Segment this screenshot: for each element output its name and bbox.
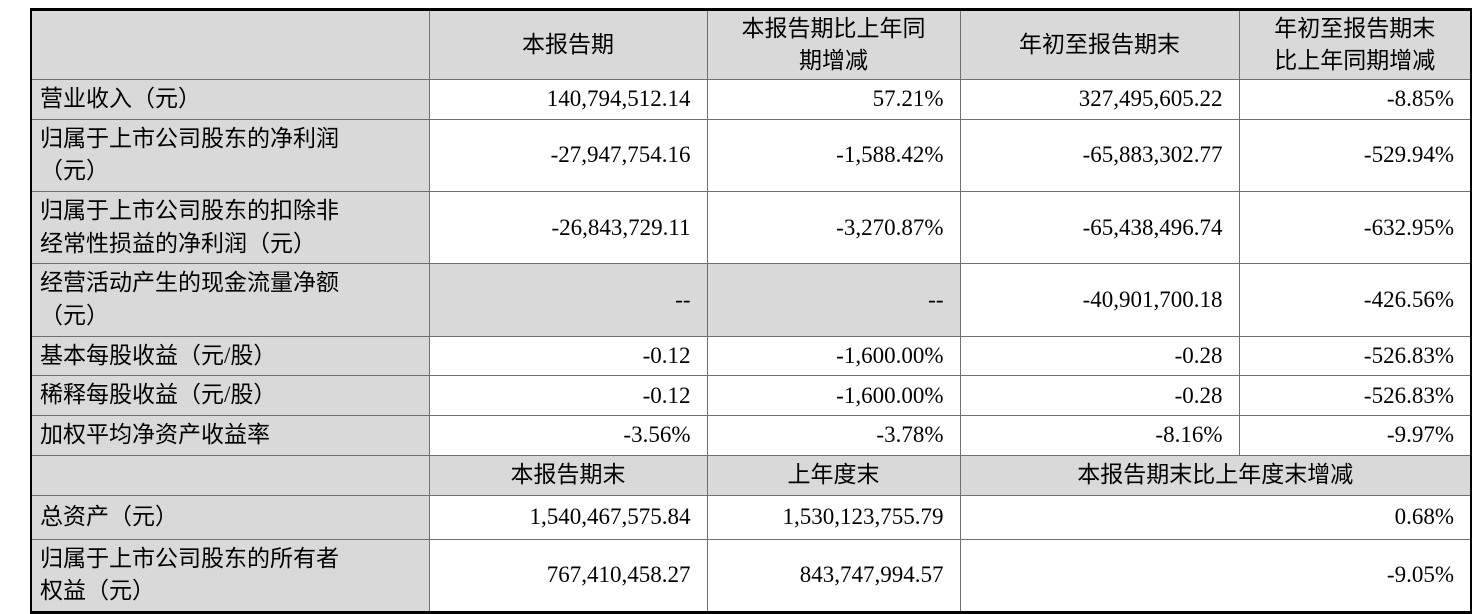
table-row-diluted-eps: 稀释每股收益（元/股） -0.12 -1,600.00% -0.28 -526.… <box>30 375 1472 416</box>
value-cell-na: -- <box>706 263 961 337</box>
value-cell: -426.56% <box>1238 263 1472 337</box>
header-ytd: 年初至报告期末 <box>959 9 1240 80</box>
value-cell: -526.83% <box>1238 335 1472 377</box>
table-row-shareholders-equity: 归属于上市公司股东的所有者 权益（元） 767,410,458.27 843,7… <box>30 538 1472 613</box>
value-cell: 1,530,123,755.79 <box>706 494 961 540</box>
row-label-cell: 基本每股收益（元/股） <box>30 335 430 377</box>
row-label-cell: 加权平均净资产收益率 <box>30 414 430 456</box>
header-period-end: 本报告期末 <box>428 454 708 496</box>
corner-header-cell <box>30 9 430 80</box>
value-cell: -65,883,302.77 <box>959 118 1240 192</box>
table-row-revenue: 营业收入（元） 140,794,512.14 57.21% 327,495,60… <box>30 79 1472 120</box>
value-cell: -9.97% <box>1238 414 1472 456</box>
value-cell: 0.68% <box>959 494 1472 540</box>
value-cell: -65,438,496.74 <box>959 190 1240 265</box>
value-cell: 767,410,458.27 <box>428 538 708 613</box>
value-cell: -1,588.42% <box>706 118 961 192</box>
section2-header-row: 本报告期末 上年度末 本报告期末比上年度末增减 <box>30 454 1472 496</box>
value-cell: -3.56% <box>428 414 708 456</box>
section1-header-row: 本报告期 本报告期比上年同 期增减 年初至报告期末 年初至报告期末 比上年同期增… <box>30 9 1472 80</box>
value-cell: 57.21% <box>706 79 961 120</box>
value-cell: -1,600.00% <box>706 375 961 416</box>
value-cell: -0.28 <box>959 375 1240 416</box>
row-label-cell: 总资产（元） <box>30 494 430 540</box>
value-cell: -27,947,754.16 <box>428 118 708 192</box>
table-row-total-assets: 总资产（元） 1,540,467,575.84 1,530,123,755.79… <box>30 494 1472 540</box>
value-cell: -9.05% <box>959 538 1472 613</box>
header-change-vs-prior-year-end: 本报告期末比上年度末增减 <box>959 454 1472 496</box>
value-cell: -0.28 <box>959 335 1240 377</box>
value-cell: -8.85% <box>1238 79 1472 120</box>
value-cell: -40,901,700.18 <box>959 263 1240 337</box>
value-cell: -0.12 <box>428 335 708 377</box>
table-row-net-profit-excl-nonrecurring: 归属于上市公司股东的扣除非 经常性损益的净利润（元） -26,843,729.1… <box>30 190 1472 265</box>
row-label-cell: 归属于上市公司股东的扣除非 经常性损益的净利润（元） <box>30 190 430 265</box>
value-cell: 843,747,994.57 <box>706 538 961 613</box>
header-ytd-yoy: 年初至报告期末 比上年同期增减 <box>1238 9 1472 80</box>
corner-header-cell <box>30 454 430 496</box>
value-cell: -526.83% <box>1238 375 1472 416</box>
financial-summary-table: 本报告期 本报告期比上年同 期增减 年初至报告期末 年初至报告期末 比上年同期增… <box>30 8 1472 614</box>
table-row-operating-cash-flow: 经营活动产生的现金流量净额 （元） -- -- -40,901,700.18 -… <box>30 263 1472 337</box>
row-label-cell: 归属于上市公司股东的所有者 权益（元） <box>30 538 430 613</box>
value-cell: -632.95% <box>1238 190 1472 265</box>
row-label-cell: 稀释每股收益（元/股） <box>30 375 430 416</box>
value-cell: 140,794,512.14 <box>428 79 708 120</box>
value-cell-na: -- <box>428 263 708 337</box>
value-cell: -26,843,729.11 <box>428 190 708 265</box>
table-row-net-profit: 归属于上市公司股东的净利润 （元） -27,947,754.16 -1,588.… <box>30 118 1472 192</box>
value-cell: -529.94% <box>1238 118 1472 192</box>
value-cell: -3.78% <box>706 414 961 456</box>
value-cell: 327,495,605.22 <box>959 79 1240 120</box>
row-label-cell: 营业收入（元） <box>30 79 430 120</box>
table-row-weighted-avg-roe: 加权平均净资产收益率 -3.56% -3.78% -8.16% -9.97% <box>30 414 1472 456</box>
header-current-period-yoy: 本报告期比上年同 期增减 <box>706 9 961 80</box>
value-cell: 1,540,467,575.84 <box>428 494 708 540</box>
row-label-cell: 经营活动产生的现金流量净额 （元） <box>30 263 430 337</box>
header-current-period: 本报告期 <box>428 9 708 80</box>
table-row-basic-eps: 基本每股收益（元/股） -0.12 -1,600.00% -0.28 -526.… <box>30 335 1472 377</box>
value-cell: -8.16% <box>959 414 1240 456</box>
value-cell: -0.12 <box>428 375 708 416</box>
value-cell: -1,600.00% <box>706 335 961 377</box>
header-prior-year-end: 上年度末 <box>706 454 961 496</box>
value-cell: -3,270.87% <box>706 190 961 265</box>
row-label-cell: 归属于上市公司股东的净利润 （元） <box>30 118 430 192</box>
